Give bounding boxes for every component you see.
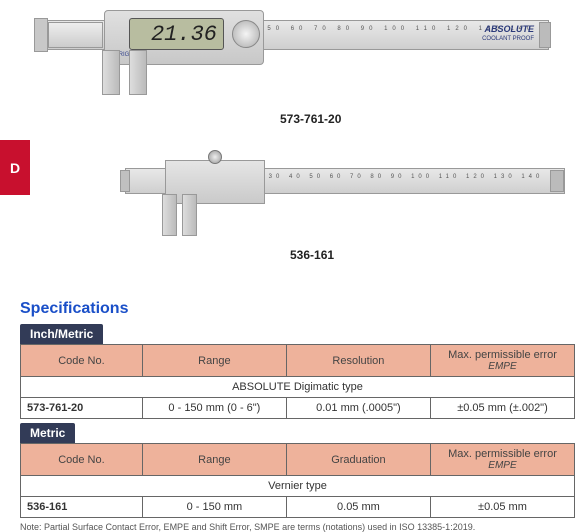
specifications-section: Specifications Inch/Metric Code No. Rang… [20, 300, 575, 532]
lcd-value: 21.36 [151, 22, 217, 47]
header-resolution: Resolution [286, 345, 430, 377]
cell-error: ±0.05 mm [430, 497, 574, 518]
spec-table-inch-metric: Code No. Range Resolution Max. permissib… [20, 344, 575, 419]
cell-code: 536-161 [21, 497, 143, 518]
header-range: Range [142, 345, 286, 377]
header-graduation: Graduation [286, 444, 430, 476]
table-subhead: ABSOLUTE Digimatic type [21, 377, 575, 398]
cell-range: 0 - 150 mm (0 - 6") [142, 398, 286, 419]
subhead-text: ABSOLUTE Digimatic type [21, 377, 575, 398]
cell-error: ±0.05 mm (±.002") [430, 398, 574, 419]
cell-graduation: 0.05 mm [286, 497, 430, 518]
cell-range: 0 - 150 mm [142, 497, 286, 518]
vernier-product-label: 536-161 [290, 248, 334, 262]
header-range: Range [142, 444, 286, 476]
spec-table-metric: Code No. Range Graduation Max. permissib… [20, 443, 575, 518]
header-error: Max. permissible error EMPE [430, 444, 574, 476]
header-code: Code No. [21, 345, 143, 377]
vernier-scale-marks: 0 10 20 30 40 50 60 70 80 90 100 110 120… [215, 174, 570, 186]
category-tab: D [0, 140, 30, 195]
brand-coolant: COOLANT PROOF [482, 36, 534, 42]
specifications-heading: Specifications [20, 300, 575, 318]
header-error-main: Max. permissible error [437, 448, 568, 460]
header-error: Max. permissible error EMPE [430, 345, 574, 377]
thumb-wheel [232, 20, 260, 48]
table-header-row: Code No. Range Resolution Max. permissib… [21, 345, 575, 377]
table-header-row: Code No. Range Graduation Max. permissib… [21, 444, 575, 476]
table-row: 536-161 0 - 150 mm 0.05 mm ±0.05 mm [21, 497, 575, 518]
lcd-display: 21.36 [129, 18, 224, 50]
lock-screw-icon [208, 150, 222, 164]
table-subhead: Vernier type [21, 476, 575, 497]
header-error-main: Max. permissible error [437, 349, 568, 361]
vernier-caliper-illustration: 0 10 20 30 40 50 60 70 80 90 100 110 120… [120, 150, 570, 250]
group-tab-inch-metric: Inch/Metric [20, 324, 103, 344]
table-row: 573-761-20 0 - 150 mm (0 - 6") 0.01 mm (… [21, 398, 575, 419]
header-error-sub: EMPE [437, 361, 568, 372]
header-error-sub: EMPE [437, 460, 568, 471]
header-code: Code No. [21, 444, 143, 476]
digital-caliper-illustration: 0 10 20 30 40 50 60 70 80 90 100 110 120… [34, 10, 554, 110]
cell-code: 573-761-20 [21, 398, 143, 419]
group-tab-metric: Metric [20, 423, 75, 443]
cell-resolution: 0.01 mm (.0005") [286, 398, 430, 419]
digital-product-label: 573-761-20 [280, 112, 341, 126]
brand-absolute: ABSOLUTE [485, 24, 535, 34]
subhead-text: Vernier type [21, 476, 575, 497]
